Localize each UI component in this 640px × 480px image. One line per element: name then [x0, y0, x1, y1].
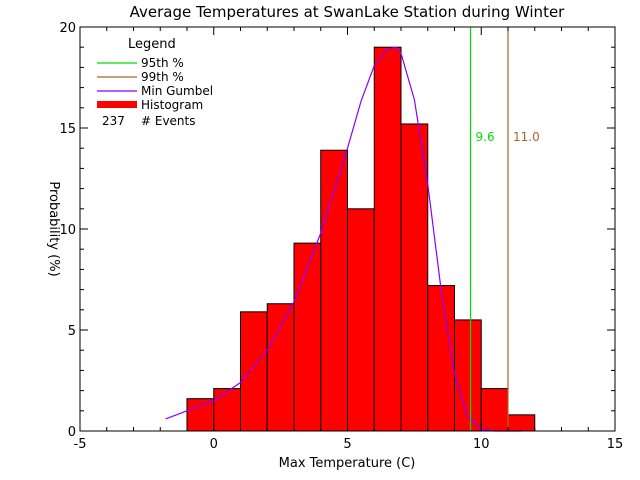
x-tick-label: 0	[210, 437, 218, 452]
percentile-value-label: 11.0	[513, 130, 540, 144]
histogram-bar	[454, 319, 482, 432]
events-label: # Events	[141, 114, 196, 128]
histogram-bar	[240, 311, 268, 432]
histogram-bar	[293, 242, 322, 432]
legend-entry-label: 99th %	[141, 70, 184, 84]
y-axis-label: Probability (%)	[46, 181, 61, 276]
legend-entry-label: Min Gumbel	[141, 84, 213, 98]
histogram-bar	[507, 414, 536, 432]
y-axis-ticks: 0 5 10 15 20	[59, 21, 615, 440]
legend-title: Legend	[128, 37, 176, 52]
histogram-bar	[427, 285, 455, 432]
legend-swatch-bar	[97, 101, 137, 108]
y-tick-label: 20	[59, 21, 76, 36]
histogram-bars	[186, 46, 536, 432]
chart-title: Average Temperatures at SwanLake Station…	[130, 3, 566, 21]
x-tick-label: 10	[473, 437, 490, 452]
y-tick-label: 0	[68, 425, 76, 440]
gumbel-curve	[165, 46, 522, 432]
y-tick-label: 5	[68, 324, 76, 339]
histogram-bar	[373, 46, 402, 432]
histogram-bar	[266, 303, 295, 432]
histogram-bar	[213, 388, 241, 432]
histogram-bar	[186, 398, 215, 432]
histogram-bar	[480, 388, 509, 432]
events-count: 237	[102, 114, 125, 128]
y-tick-label: 10	[59, 223, 76, 238]
x-axis-label: Max Temperature (C)	[279, 456, 416, 471]
x-tick-label: -5	[74, 437, 87, 452]
histogram-bar	[347, 208, 375, 432]
percentile-lines: 9.6 11.0	[469, 27, 540, 431]
x-tick-label: 15	[607, 437, 624, 452]
legend-entry-label: Histogram	[141, 98, 203, 112]
x-axis-ticks: -5 0 5 10 15	[74, 27, 624, 452]
y-tick-label: 15	[59, 122, 76, 137]
percentile-value-label: 9.6	[476, 130, 495, 144]
legend-entry-label: 95th %	[141, 56, 184, 70]
histogram-bar	[400, 123, 429, 432]
x-tick-label: 5	[343, 437, 351, 452]
